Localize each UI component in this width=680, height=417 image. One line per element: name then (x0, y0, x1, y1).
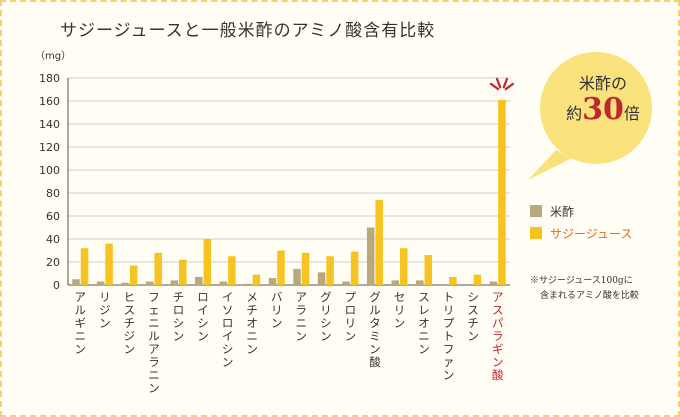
bar-sajee-juice (375, 199, 383, 285)
callout-number: 30 (582, 92, 624, 127)
bar-sajee-juice (498, 99, 506, 285)
bar-rice-vinegar (121, 282, 129, 285)
bar-rice-vinegar (489, 281, 498, 285)
bar-rice-vinegar (342, 281, 350, 285)
bar-rice-vinegar (391, 280, 399, 285)
callout-suffix: 倍 (623, 104, 640, 123)
x-tick-label: フェニルアラニン (148, 290, 160, 395)
y-tick-label: 20 (46, 256, 60, 269)
bar-rice-vinegar (268, 278, 277, 285)
x-tick-label: グルタミン酸 (369, 290, 381, 369)
bar-sajee-juice (326, 256, 334, 285)
x-tick-label: アスパラギン酸 (492, 290, 504, 382)
y-tick-label: 80 (46, 187, 60, 200)
callout-bubble (528, 52, 652, 180)
bar-sajee-juice (129, 265, 138, 285)
legend-swatch-sajee-juice (530, 227, 542, 239)
y-axis: （mg） 0 20 40 60 80 100 120 140 160 180 (35, 50, 510, 292)
burst-ray (489, 82, 500, 91)
y-tick-label: 160 (39, 95, 60, 108)
bar-rice-vinegar (145, 281, 154, 285)
footnote-line2: 含まれるアミノ酸を比較 (540, 291, 639, 301)
bar-sajee-juice (424, 255, 433, 285)
x-tick-label: シスチン (467, 290, 479, 343)
bar-sajee-juice (400, 248, 408, 285)
y-tick-label: 140 (39, 118, 60, 131)
bar-sajee-juice (473, 274, 482, 285)
bar-sajee-juice (203, 239, 212, 285)
bar-sajee-juice (449, 276, 457, 285)
bar-rice-vinegar (293, 268, 301, 285)
bar-sajee-juice (252, 274, 261, 285)
legend-label-sajee-juice: サジージュース (550, 227, 633, 241)
bar-rice-vinegar (96, 281, 105, 285)
bar-sajee-juice (80, 248, 89, 285)
legend-label-rice-vinegar: 米酢 (550, 205, 575, 219)
chart-title: サジージュースと一般米酢のアミノ酸含有比較 (60, 21, 436, 41)
x-tick-label: セリン (394, 290, 406, 330)
bar-rice-vinegar (72, 279, 80, 285)
y-tick-label: 100 (39, 164, 60, 177)
bar-sajee-juice (179, 259, 187, 285)
callout-text-line2: 約30倍 (547, 92, 659, 127)
x-tick-label: ヒスチジン (124, 290, 136, 356)
y-tick-label: 60 (46, 210, 60, 223)
y-tick-label: 40 (46, 233, 60, 246)
y-tick-label: 180 (39, 72, 60, 85)
legend-swatch-rice-vinegar (530, 205, 542, 217)
x-tick-label: アラニン (296, 290, 308, 343)
x-tick-label: メチオニン (246, 290, 258, 356)
highlight-burst-icon (489, 77, 515, 91)
x-tick-label: リジン (99, 290, 111, 330)
y-tick-label: 0 (53, 279, 60, 292)
bar-rice-vinegar (366, 227, 375, 285)
grid-lines (68, 77, 510, 263)
x-tick-label: バリン (271, 290, 283, 330)
x-tick-label: アルギニン (75, 290, 87, 356)
burst-ray (495, 77, 502, 89)
bar-rice-vinegar (416, 280, 424, 285)
bar-sajee-juice (301, 252, 310, 285)
x-tick-label: プロリン (345, 290, 357, 343)
footnote-line1: ※サジージュース100gに (530, 276, 633, 286)
burst-ray (502, 77, 509, 89)
y-unit-label: （mg） (35, 50, 71, 62)
bar-rice-vinegar (317, 272, 326, 285)
bar-rice-vinegar (170, 280, 178, 285)
x-tick-label: スレオニン (418, 290, 430, 356)
callout-prefix: 約 (566, 104, 583, 123)
footnote: ※サジージュース100gに 含まれるアミノ酸を比較 (530, 274, 680, 304)
bar-sajee-juice (105, 243, 113, 285)
burst-ray (504, 82, 515, 91)
bar-sajee-juice (228, 256, 236, 285)
x-tick-label: チロシン (173, 290, 185, 343)
bar-sajee-juice (277, 250, 285, 285)
x-tick-label: ロイシン (197, 290, 209, 343)
y-tick-label: 120 (39, 141, 60, 154)
x-tick-label: イソロイシン (222, 290, 234, 369)
bars (72, 99, 506, 285)
bar-sajee-juice (350, 251, 359, 285)
x-tick-label: トリプトファン (443, 290, 455, 382)
callout-text-line1: 米酢の (578, 74, 627, 93)
bar-rice-vinegar (219, 281, 228, 285)
bar-rice-vinegar (244, 283, 252, 285)
bar-sajee-juice (154, 252, 162, 285)
x-tick-label: グリシン (320, 290, 332, 343)
bar-rice-vinegar (195, 276, 203, 285)
